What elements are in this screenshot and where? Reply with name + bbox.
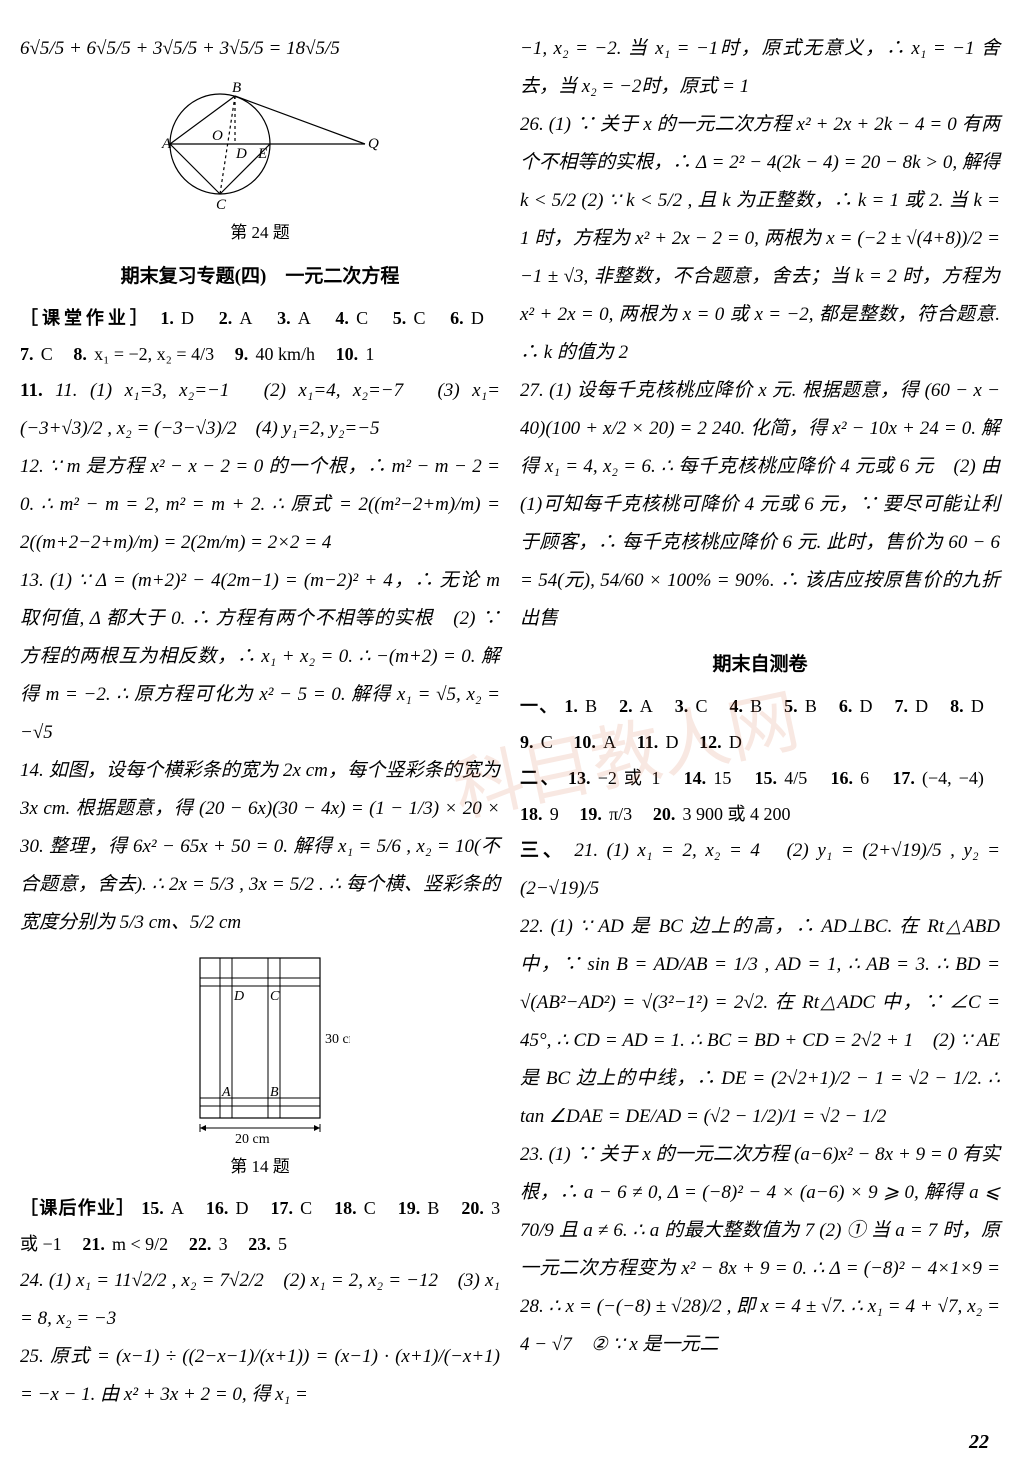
q12: 12. ∵ m 是方程 x² − x − 2 = 0 的一个根，∴ m² − m…: [20, 448, 500, 562]
part3: 三、 21. (1) x₁ = 2, x₂ = 4 (2) y₁ = (2+√1…: [520, 832, 1000, 908]
q24: 24. (1) x₁ = 11√2/2 , x₂ = 7√2/2 (2) x₁ …: [20, 1262, 500, 1338]
q14: 14. 如图，设每个横彩条的宽为 2x cm，每个竖彩条的宽为 3x cm. 根…: [20, 752, 500, 942]
top-equation: 6√5/5 + 6√5/5 + 3√5/5 + 3√5/5 = 18√5/5: [20, 30, 500, 68]
circle-figure: A B C O D E Q 第 24 题: [20, 74, 500, 250]
svg-text:A: A: [161, 136, 172, 152]
page-columns: 6√5/5 + 6√5/5 + 3√5/5 + 3√5/5 = 18√5/5 A…: [20, 30, 1004, 1449]
svg-text:D: D: [233, 989, 244, 1004]
circle-figure-caption: 第 24 题: [20, 216, 500, 250]
svg-text:C: C: [216, 197, 227, 213]
rect-figure-caption: 第 14 题: [20, 1150, 500, 1184]
q26: 26. (1) ∵ 关于 x 的一元二次方程 x² + 2x + 2k − 4 …: [520, 106, 1000, 372]
q25: 25. 原式 = (x−1) ÷ ((2−x−1)/(x+1)) = (x−1)…: [20, 1338, 500, 1414]
right-column: −1, x₂ = −2. 当 x₁ = −1时，原式无意义，∴ x₁ = −1 …: [520, 30, 1000, 1449]
q11: 11. 11. (1) x₁=3, x₂=−1 (2) x₁=4, x₂=−7 …: [20, 372, 500, 448]
section-c-title: 期末自测卷: [520, 646, 1000, 684]
section-a-subtitle: ［课堂作业］: [20, 308, 152, 328]
page-number: 22: [969, 1431, 989, 1454]
part1-answers: 一、 1.B 2.A 3.C 4.B 5.B 6.D 7.D 8.D 9.C 1…: [520, 688, 1000, 760]
q25-continued: −1, x₂ = −2. 当 x₁ = −1时，原式无意义，∴ x₁ = −1 …: [520, 30, 1000, 106]
q23r: 23. (1) ∵ 关于 x 的一元二次方程 (a−6)x² − 8x + 9 …: [520, 1136, 1000, 1364]
svg-text:C: C: [270, 989, 280, 1004]
svg-text:E: E: [257, 146, 267, 162]
answer-list-part1: 1.B 2.A 3.C 4.B 5.B 6.D 7.D 8.D 9.C 10.A…: [520, 696, 1000, 752]
part1-label: 一、: [520, 696, 559, 716]
section-b-subtitle: ［课后作业］: [20, 1198, 135, 1218]
part3-label: 三、: [520, 840, 566, 861]
part2-answers: 二、 13.−2 或 1 14.15 15.4/5 16.6 17.(−4, −…: [520, 760, 1000, 832]
q22r: 22. (1) ∵ AD 是 BC 边上的高，∴ AD⊥BC. 在 Rt△ABD…: [520, 908, 1000, 1136]
q13: 13. (1) ∵ Δ = (m+2)² − 4(2m−1) = (m−2)² …: [20, 562, 500, 752]
q27: 27. (1) 设每千克核桃应降价 x 元. 根据题意，得 (60 − x − …: [520, 372, 1000, 638]
svg-text:B: B: [232, 80, 241, 96]
section-a-title: 期末复习专题(四) 一元二次方程: [20, 258, 500, 296]
svg-text:B: B: [270, 1085, 279, 1100]
part2-label: 二、: [520, 768, 561, 788]
left-column: 6√5/5 + 6√5/5 + 3√5/5 + 3√5/5 = 18√5/5 A…: [20, 30, 500, 1449]
q21r: 21. (1) x₁ = 2, x₂ = 4 (2) y₁ = (2+√19)/…: [520, 840, 1000, 899]
svg-text:O: O: [212, 128, 223, 144]
svg-text:D: D: [235, 146, 247, 162]
svg-text:20 cm: 20 cm: [235, 1132, 270, 1147]
svg-text:A: A: [221, 1085, 231, 1100]
svg-text:Q: Q: [368, 136, 379, 152]
classwork-answers: ［课堂作业］ 1.D 2.A 3.A 4.C 5.C 6.D 7.C 8.x₁ …: [20, 300, 500, 372]
svg-text:30 cm: 30 cm: [325, 1032, 350, 1047]
answer-list-part2: 13.−2 或 1 14.15 15.4/5 16.6 17.(−4, −4) …: [520, 768, 1000, 824]
homework-answers: ［课后作业］ 15.A 16.D 17.C 18.C 19.B 20.3 或 −…: [20, 1190, 500, 1262]
rect-figure: D C A B 30 cm 20 cm 第 14 题: [20, 948, 500, 1184]
